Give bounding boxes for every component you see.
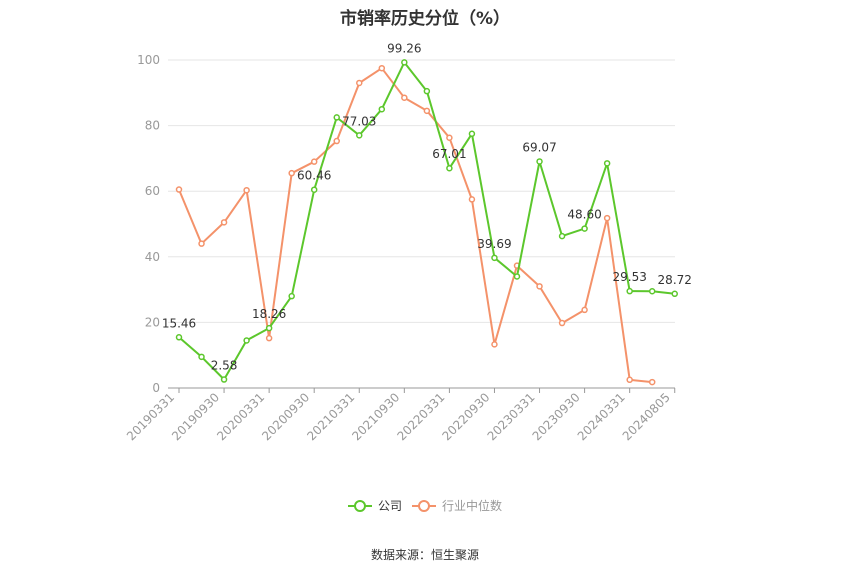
data-point xyxy=(401,59,408,66)
data-point xyxy=(175,186,183,193)
x-tick-label: 20210930 xyxy=(349,390,402,443)
data-label: 2.58 xyxy=(211,359,238,373)
data-label: 69.07 xyxy=(522,140,556,154)
data-label: 18.26 xyxy=(252,307,286,321)
y-tick-label: 0 xyxy=(152,381,160,395)
data-point xyxy=(491,341,498,348)
data-point xyxy=(446,164,453,172)
data-point xyxy=(423,87,431,95)
data-label: 48.60 xyxy=(567,208,601,222)
data-point xyxy=(558,319,566,327)
data-point xyxy=(356,79,363,87)
data-point xyxy=(536,158,543,165)
data-point xyxy=(603,160,611,167)
data-point xyxy=(581,225,588,232)
data-point xyxy=(558,232,566,240)
y-tick-label: 80 xyxy=(145,119,160,133)
data-label: 99.26 xyxy=(387,41,421,55)
data-point xyxy=(333,137,340,145)
data-label: 60.46 xyxy=(297,169,331,183)
data-point xyxy=(468,130,476,138)
data-point xyxy=(175,334,183,341)
data-point xyxy=(310,186,318,193)
data-point xyxy=(513,273,521,280)
data-label: 29.53 xyxy=(612,270,646,284)
data-point xyxy=(265,324,273,332)
y-tick-label: 100 xyxy=(137,53,160,67)
data-point xyxy=(220,219,228,226)
data-point xyxy=(288,169,295,177)
y-tick-label: 40 xyxy=(145,250,160,264)
data-point xyxy=(423,107,431,115)
data-point xyxy=(378,105,386,113)
x-tick-label: 20240331 xyxy=(575,390,628,443)
x-tick-label: 20200930 xyxy=(259,390,312,443)
data-point xyxy=(581,306,588,314)
x-tick-label: 20230930 xyxy=(530,390,583,443)
x-tick-label: 20240805 xyxy=(620,390,673,443)
data-point xyxy=(536,283,543,290)
data-point xyxy=(378,64,386,72)
x-tick-label: 20230331 xyxy=(485,390,538,443)
legend-label-company: 公司 xyxy=(378,499,402,513)
x-tick-label: 20190930 xyxy=(169,390,222,443)
data-point xyxy=(356,132,363,139)
y-tick-label: 20 xyxy=(145,315,160,329)
x-tick-label: 20190331 xyxy=(124,390,177,443)
data-label: 77.03 xyxy=(342,114,376,128)
legend: 公司 行业中位数 xyxy=(348,498,502,513)
data-point xyxy=(491,254,498,262)
legend-label-industry: 行业中位数 xyxy=(442,498,502,513)
y-tick-label: 60 xyxy=(145,184,160,198)
data-point xyxy=(468,196,476,203)
data-point xyxy=(603,214,611,222)
data-point xyxy=(626,287,633,295)
data-point xyxy=(648,287,656,295)
data-point xyxy=(446,134,453,141)
data-label: 39.69 xyxy=(477,237,511,251)
x-tick-label: 20220331 xyxy=(394,390,447,443)
data-label: 67.01 xyxy=(432,147,466,161)
data-point xyxy=(220,376,228,383)
data-source: 数据来源：恒生聚源 xyxy=(370,548,479,562)
data-point xyxy=(243,337,250,344)
data-point xyxy=(198,353,205,361)
series-line-industry xyxy=(178,67,653,384)
x-tick-label: 20220930 xyxy=(439,390,492,443)
data-point xyxy=(288,292,295,300)
x-tick-label: 20200331 xyxy=(214,390,267,443)
data-point xyxy=(265,334,273,342)
data-point xyxy=(310,158,318,165)
data-point xyxy=(626,376,633,384)
chart-title: 市销率历史分位（%） xyxy=(339,9,511,29)
data-label: 28.72 xyxy=(658,273,692,287)
data-label: 15.46 xyxy=(162,316,196,330)
data-point xyxy=(198,240,205,247)
data-point xyxy=(401,94,408,101)
data-point xyxy=(243,186,250,194)
x-tick-label: 20210331 xyxy=(304,390,357,443)
legend-marker-industry xyxy=(418,500,430,512)
legend-marker-company xyxy=(354,500,366,512)
data-point xyxy=(333,114,340,121)
data-point xyxy=(648,378,656,386)
data-point xyxy=(671,290,678,298)
